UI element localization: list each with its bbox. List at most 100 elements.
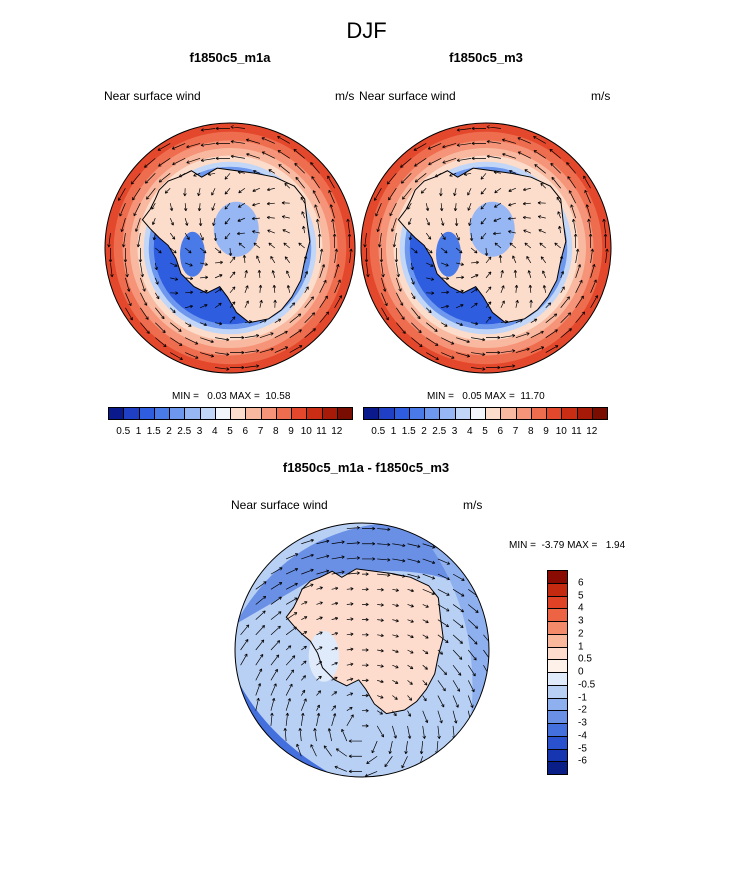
panel-1-colorbar-swatch [336, 407, 353, 420]
panel-1-wind-vector [185, 276, 194, 281]
diff-panel-wind-vector [468, 604, 479, 614]
panel-1-wind-vector [302, 225, 306, 234]
panel-2-wind-vector [471, 352, 486, 356]
diff-panel-wind-vector [346, 556, 360, 560]
panel-2-wind-vector [486, 365, 501, 370]
panel-1-wind-vector [119, 203, 126, 217]
panel-1-wind-vector [155, 337, 167, 348]
diff-panel-ross-patch [308, 630, 340, 682]
panel-1-wind-vector [244, 285, 249, 293]
panel-2-wind-vector [522, 215, 531, 220]
panel-1-wind-vector [256, 255, 261, 264]
diff-panel-wind-vector [240, 653, 248, 666]
diff-panel-wind-vector [285, 582, 298, 590]
diff-panel-wind-vector [331, 705, 337, 711]
panel-2-wind-vector [410, 277, 415, 285]
diff-panel-wind-vector [407, 680, 413, 685]
panel-1-wind-vector [230, 350, 245, 355]
panel-1-wind-vector [169, 232, 176, 240]
panel-2-wind-vector [566, 162, 576, 174]
diff-panel-wind-vector [270, 683, 277, 696]
panel-1-wind-vector [314, 204, 320, 219]
diff-panel-wind-vector [483, 634, 489, 646]
panel-1-wind-vector [259, 332, 274, 338]
panel-2-colorbar-swatch [591, 407, 608, 420]
panel-2-wind-vector [381, 307, 389, 321]
panel-2-wind-vector [376, 218, 382, 233]
diff-panel-wind-vector [362, 557, 376, 561]
diff-panel-wind-vectors [240, 526, 489, 777]
panel-2-wind-vector [523, 229, 531, 234]
panel-2-wind-vector [480, 202, 487, 210]
panel-2-colorbar-swatch [408, 407, 425, 420]
panel-1-wind-vector [304, 286, 309, 294]
diff-panel-wind-vector [335, 748, 348, 757]
panel-2-wind-vector [396, 277, 402, 292]
diff-colorbar-tick-label: -1 [578, 692, 587, 703]
panel-1-wind-vector [310, 162, 320, 174]
panel-1-wind-vector [315, 218, 320, 234]
panel-2-wind-vector [485, 256, 492, 264]
panel-1-colorbar-tick-label: 0.5 [116, 426, 131, 437]
panel-2-colorbar-tick-label: 7 [512, 426, 519, 437]
diff-colorbar-swatch [547, 582, 568, 597]
panel-2-wind-vector [500, 349, 516, 353]
diff-panel-wind-vector [392, 725, 397, 739]
panel-2-wind-vector [508, 230, 516, 234]
diff-panel-wind-vector [422, 695, 427, 702]
panel-2-wind-vector [545, 302, 552, 309]
panel-1-wind-vector [284, 256, 291, 264]
panel-2-colorbar-tick-label: 1.5 [401, 426, 416, 437]
panel-2-variable-label: Near surface wind [359, 89, 456, 103]
panel-2-wind-vector [441, 262, 449, 267]
panel-1-wind-vector [259, 299, 263, 308]
panel-1-colorbar-tick-label: 11 [316, 426, 327, 437]
panel-2-wind-vector [414, 173, 427, 183]
panel-2-wind-vector [585, 204, 591, 219]
diff-panel-wind-vector [285, 626, 297, 636]
panel-1-wind-vector [164, 187, 171, 194]
diff-panel-wind-vector [255, 683, 262, 696]
panel-2-minmax: MIN = 0.05 MAX = 11.70 [427, 391, 545, 402]
panel-1-wind-vector [267, 229, 275, 234]
panel-1-wind-vector [261, 151, 275, 159]
panel-1-wind-vector [185, 290, 194, 295]
panel-1-wind-vector [200, 337, 214, 344]
panel-2-wind-vector [426, 337, 439, 346]
diff-panel-wind-vector [255, 581, 267, 590]
diff-panel-wind-vector [392, 710, 397, 717]
panel-1-wind-vector [229, 316, 236, 323]
panel-1-colorbar-swatch [245, 407, 262, 420]
diff-panel-wind-vector [437, 558, 451, 565]
panel-1-wind-vector [229, 271, 236, 279]
diff-panel-wind-vector [301, 645, 307, 651]
panel-2-wind-vector [512, 255, 517, 264]
diff-panel-wind-vector [255, 610, 266, 620]
diff-panel-wind-vector [392, 603, 399, 608]
diff-panel-wind-vector [452, 695, 459, 708]
panel-2-wind-vector [573, 233, 578, 248]
panel-2-colorbar-tick-label: 5 [482, 426, 488, 437]
panel-2-map [360, 122, 612, 374]
diff-panel-wind-vector [422, 558, 436, 565]
panel-2-wind-vectors [363, 125, 609, 371]
panel-1-wind-vector [200, 352, 215, 358]
diff-panel-wind-vector [285, 612, 298, 620]
panel-1-wind-vector [230, 125, 245, 129]
panel-2-colorbar-swatch [363, 407, 380, 420]
diff-panel-wind-vector [377, 558, 391, 562]
diff-panel-wind-vector [392, 573, 406, 578]
panel-1-wind-vector [158, 158, 171, 167]
panel-2-wind-vector [426, 277, 435, 281]
panel-2-wind-vector [517, 151, 531, 159]
diff-panel-wind-vector [362, 663, 369, 667]
diff-panel-wind-vector [331, 691, 338, 696]
panel-2-wind-vector [400, 173, 412, 184]
diff-panel-negative-band-east [431, 548, 489, 727]
diff-panel-wind-vector [437, 710, 443, 724]
panel-1-wind-vector [170, 337, 183, 346]
diff-panel-wind-vector [407, 664, 414, 670]
panel-2-wind-vector [550, 162, 561, 174]
panel-1-wind-vector [136, 233, 141, 248]
diff-panel-wind-vector [346, 632, 354, 636]
